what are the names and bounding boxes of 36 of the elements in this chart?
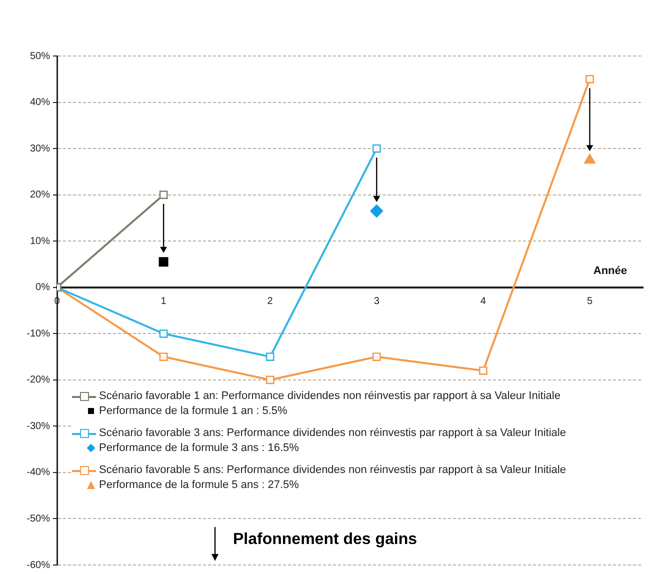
y-tick-label: 30% bbox=[30, 143, 50, 154]
legend-label: Scénario favorable 5 ans: Performance dividendes non réinvestis par rapport à sa Valeur Initiale bbox=[99, 464, 566, 476]
point bbox=[370, 204, 384, 218]
point bbox=[372, 144, 381, 153]
point bbox=[372, 352, 381, 361]
y-tick-label: -50% bbox=[26, 513, 50, 524]
point bbox=[584, 154, 596, 164]
point bbox=[266, 376, 274, 384]
y-tick-label: 0% bbox=[36, 282, 50, 294]
legend-label: Performance de la formule 5 ans : 27.5% bbox=[99, 479, 299, 491]
point bbox=[586, 74, 594, 84]
y-tick-label: -30% bbox=[26, 420, 50, 432]
y-tick-label: 50% bbox=[30, 50, 50, 62]
point bbox=[159, 352, 168, 361]
y-tick-label: -20% bbox=[26, 374, 50, 386]
x-tick-label: 5 bbox=[586, 296, 593, 308]
x-tick-label: 2 bbox=[267, 296, 274, 308]
point bbox=[478, 366, 488, 375]
point bbox=[266, 352, 274, 361]
legend-label: Scénario favorable 3 ans: Performance dividendes non réinvestis par rapport à sa Valeur Initiale bbox=[99, 427, 566, 439]
x-tick-label: 4 bbox=[480, 296, 486, 308]
x-tick-label: 1 bbox=[160, 296, 167, 308]
y-tick-label: -10% bbox=[26, 328, 50, 340]
x-axis-title: Année bbox=[593, 264, 627, 277]
point bbox=[159, 329, 168, 338]
y-tick-label: 20% bbox=[30, 190, 50, 201]
y-tick-label: -40% bbox=[26, 467, 50, 478]
legend-label: Scénario favorable 1 an: Performance dividendes non réinvestis par rapport à sa Valeur Initiale bbox=[99, 390, 560, 402]
y-tick-label: -60% bbox=[26, 560, 50, 571]
legend-label: Performance de la formule 3 ans : 16.5% bbox=[99, 442, 299, 454]
point bbox=[158, 257, 168, 267]
y-tick-label: 40% bbox=[30, 97, 50, 108]
annotation: Plafonnement des gains bbox=[233, 531, 418, 549]
legend-label: Performance de la formule 1 an : 5.5% bbox=[99, 405, 288, 417]
x-tick-label: 3 bbox=[374, 296, 380, 308]
y-tick-label: 10% bbox=[30, 236, 50, 247]
